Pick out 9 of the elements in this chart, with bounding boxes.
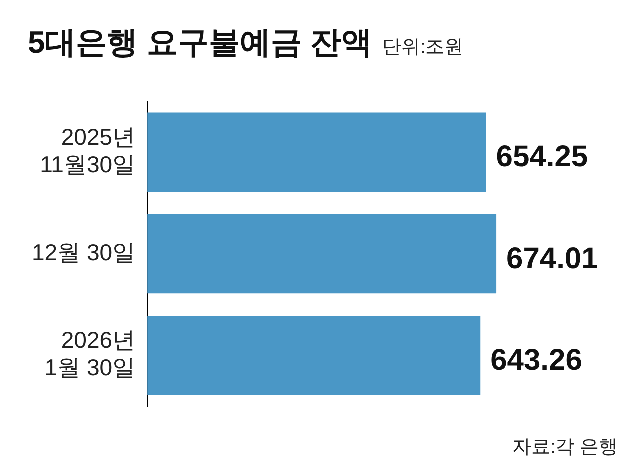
chart-subtitle: 단위:조원: [382, 36, 464, 60]
chart-title: 5대은행 요구불예금 잔액: [28, 24, 372, 62]
data-label: 643.26: [490, 344, 582, 377]
y-tick-label: 12월 30일: [32, 239, 136, 266]
data-label: 674.01: [506, 242, 598, 276]
y-tick-label: 2025년 11월30일: [40, 124, 136, 178]
y-tick-label: 2026년 1월 30일: [44, 327, 136, 381]
text: 자료:각 은행: [512, 436, 618, 460]
data-label: 654.25: [496, 140, 588, 174]
